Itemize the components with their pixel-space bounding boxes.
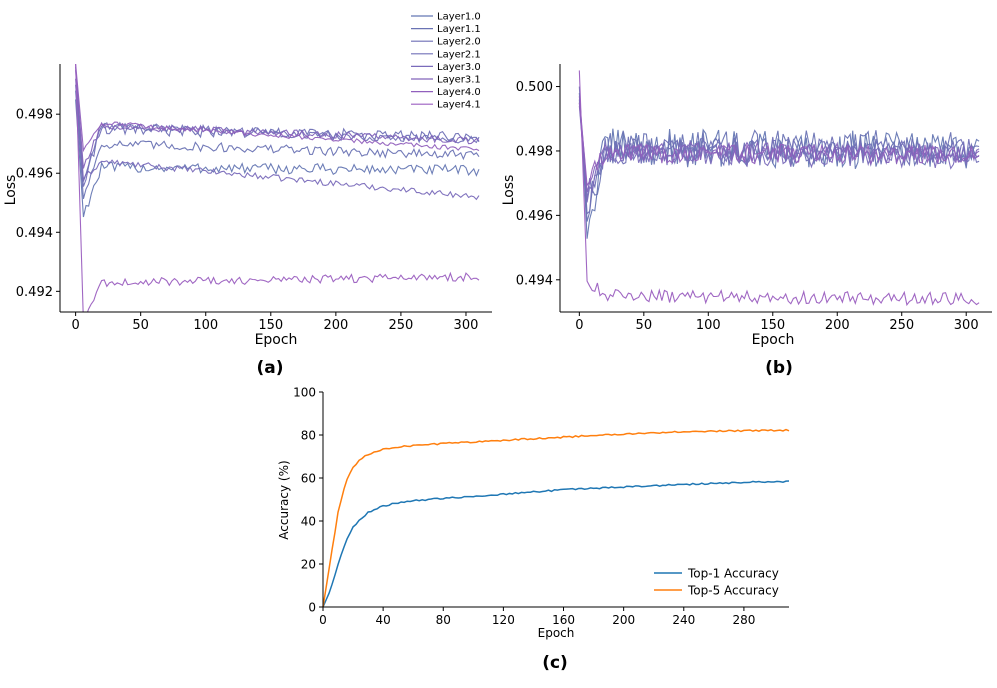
- panel-b-x-tick-label: 0: [575, 318, 583, 333]
- panel-c-label: (c): [542, 653, 568, 673]
- panel-c-accuracy-chart: 0 40 80 120 160 200 240 280 0 20 40 60 80 100 Top-1 A…: [277, 386, 790, 673]
- panel-b-y-tick-label: 0.500: [516, 80, 553, 95]
- panel-c-x-tick-label: 120: [492, 613, 515, 627]
- panel-c-x-tick-label: 240: [672, 613, 695, 627]
- panel-a-ylabel: Loss: [3, 175, 19, 206]
- panel-c-legend[interactable]: Top-1 Accuracy Top-5 Accuracy: [654, 567, 779, 598]
- panel-b-x-tick-label: 50: [636, 318, 653, 333]
- panel-b-line-layer1-1: [578, 92, 980, 222]
- panel-c-y-tick-label: 40: [301, 515, 316, 529]
- legend-a-entry: Layer4.1: [437, 100, 481, 111]
- panel-a-xlabel: Epoch: [255, 332, 298, 348]
- panel-b-ylabel: Loss: [501, 175, 517, 206]
- panel-a-line-layer3-1: [75, 66, 480, 169]
- panel-c-x-tick-label: 200: [612, 613, 635, 627]
- panel-a-y-tick-label: 0.498: [16, 108, 53, 123]
- panel-a-line-layer2-0: [75, 84, 480, 182]
- panel-a-x-tick-label: 300: [454, 318, 479, 333]
- panel-a-series-lines: [75, 63, 480, 312]
- legend-a-entry: Layer1.0: [437, 12, 481, 23]
- panel-a-loss-chart: 0 50 100 150 200 250 300 0.492 0.494 0.496 0.498 L…: [3, 12, 492, 378]
- panel-a-line-layer4-1: [75, 63, 480, 312]
- panel-c-line-top-5-accuracy: [322, 428, 790, 608]
- panel-a-x-tick-label: 50: [132, 318, 149, 333]
- panel-c-line-top-1-accuracy: [322, 480, 790, 608]
- legend-a-entry: Layer1.1: [437, 24, 481, 35]
- panel-b-x-tick-label: 100: [696, 318, 721, 333]
- panel-b-xlabel: Epoch: [752, 332, 795, 348]
- panel-b-line-layer4-1: [578, 70, 980, 307]
- panel-a-y-tick-label: 0.496: [16, 167, 53, 182]
- panel-c-x-tick-label: 0: [319, 613, 327, 627]
- legend-a-entry: Layer3.1: [437, 75, 481, 86]
- legend-c-entry: Top-1 Accuracy: [687, 567, 779, 581]
- panel-c-x-tick-label: 80: [436, 613, 451, 627]
- panel-a-y-tick-label: 0.492: [16, 285, 53, 300]
- panel-c-x-tick-label: 40: [375, 613, 390, 627]
- panel-a-x-tick-label: 200: [323, 318, 348, 333]
- legend-a-entry: Layer3.0: [437, 62, 481, 73]
- panel-b-axes: 0 50 100 150 200 250 300 0.494 0.496 0.498 0.500: [516, 64, 992, 333]
- legend-a-entry: Layer2.0: [437, 37, 481, 48]
- panel-c-y-tick-label: 80: [301, 429, 316, 443]
- panel-c-x-tick-label: 160: [552, 613, 575, 627]
- legend-a-entry: Layer4.0: [437, 87, 481, 98]
- panel-c-xlabel: Epoch: [538, 626, 575, 640]
- panel-b-line-layer4-0: [578, 102, 980, 188]
- panel-a-line-layer1-1: [75, 90, 480, 200]
- panel-a-x-tick-label: 100: [193, 318, 218, 333]
- panel-c-axes: 0 40 80 120 160 200 240 280 0 20 40 60 80 100: [293, 386, 789, 627]
- panel-a-axes: 0 50 100 150 200 250 300 0.492 0.494 0.496 0.498: [16, 64, 492, 333]
- panel-a-x-tick-label: 150: [258, 318, 283, 333]
- panel-b-y-tick-label: 0.496: [516, 209, 553, 224]
- panel-b-x-tick-label: 150: [760, 318, 785, 333]
- panel-c-y-tick-label: 100: [293, 386, 316, 400]
- panel-c-x-tick-label: 280: [732, 613, 755, 627]
- panel-b-y-tick-label: 0.494: [516, 273, 553, 288]
- legend-c-entry: Top-5 Accuracy: [687, 584, 779, 598]
- panel-c-y-tick-label: 60: [301, 472, 316, 486]
- panel-c-ylabel: Accuracy (%): [277, 460, 291, 539]
- panel-a-y-tick-label: 0.494: [16, 226, 53, 241]
- panel-c-series-lines: [322, 428, 790, 608]
- panel-b-line-layer3-1: [578, 96, 980, 193]
- panel-c-y-tick-label: 0: [308, 601, 316, 615]
- panel-b-loss-chart: 0 50 100 150 200 250 300 0.494 0.496 0.498 0.500 E…: [501, 64, 992, 378]
- panel-b-y-tick-label: 0.498: [516, 144, 553, 159]
- panel-a-line-layer3-0: [75, 69, 480, 201]
- panel-b-x-tick-label: 300: [954, 318, 979, 333]
- panel-a-x-tick-label: 0: [71, 318, 79, 333]
- panel-a-line-layer4-0: [75, 63, 480, 153]
- panel-b-series-lines: [578, 70, 980, 307]
- panel-a-line-layer1-0: [75, 99, 480, 218]
- panel-b-x-tick-label: 200: [825, 318, 850, 333]
- panel-b-label: (b): [765, 358, 793, 378]
- panel-c-y-tick-label: 20: [301, 558, 316, 572]
- panel-a-x-tick-label: 250: [389, 318, 414, 333]
- legend-a-entry: Layer2.1: [437, 49, 481, 60]
- panel-a-label: (a): [256, 358, 283, 378]
- panel-b-x-tick-label: 250: [889, 318, 914, 333]
